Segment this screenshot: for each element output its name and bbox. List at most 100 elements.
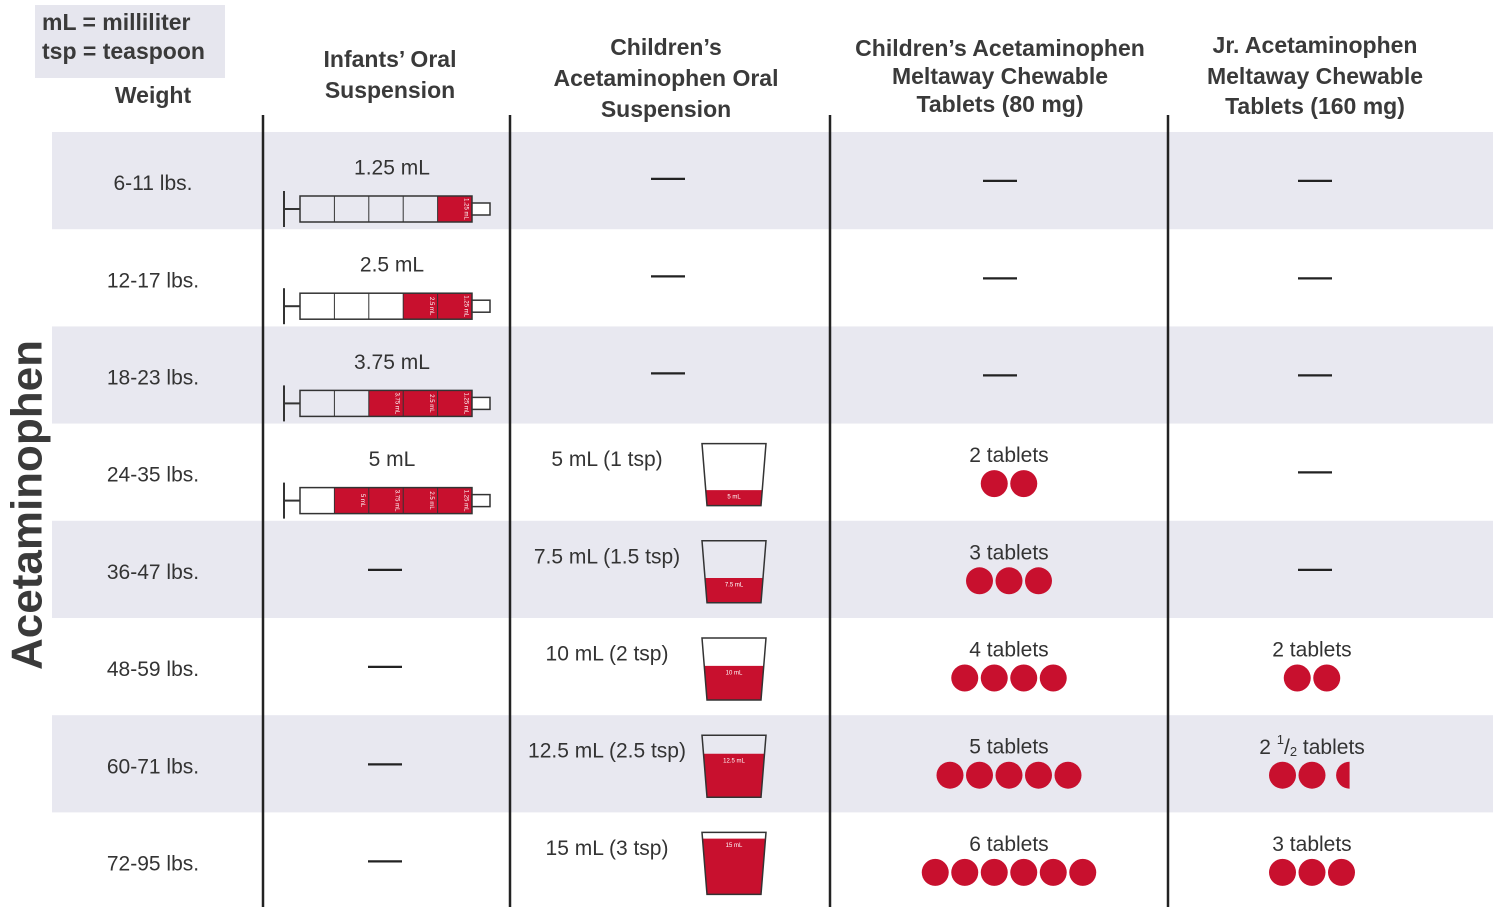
children-dose: 7.5 mL (1.5 tsp) bbox=[534, 545, 680, 568]
row-band bbox=[52, 521, 1493, 618]
dash: — bbox=[651, 255, 685, 293]
weight: 36-47 lbs. bbox=[107, 561, 199, 584]
tablet bbox=[1284, 665, 1311, 692]
children-dose: 15 mL (3 tsp) bbox=[546, 837, 669, 860]
tablet-label: 5 tablets bbox=[969, 736, 1048, 759]
tablet bbox=[966, 762, 993, 789]
infant-dose: 1.25 mL bbox=[354, 157, 430, 180]
syringe-mark: 1.25 mL bbox=[462, 490, 468, 512]
column-header: Suspension bbox=[601, 96, 731, 122]
cup-label: 10 mL bbox=[726, 670, 743, 676]
tablet bbox=[981, 470, 1008, 497]
tablet-label: 2 tablets bbox=[969, 444, 1048, 467]
tablet bbox=[1299, 762, 1326, 789]
side-label: Acetaminophen bbox=[3, 340, 52, 670]
cup-label: 7.5 mL bbox=[725, 583, 744, 589]
tablet bbox=[1313, 665, 1340, 692]
dash: — bbox=[1298, 548, 1332, 586]
tablet bbox=[1010, 859, 1037, 886]
dash: — bbox=[1298, 160, 1332, 198]
tablet-label: 6 tablets bbox=[969, 833, 1048, 856]
tablet bbox=[1025, 762, 1052, 789]
dash: — bbox=[368, 840, 402, 878]
tablet bbox=[1040, 859, 1067, 886]
syringe-mark: 2.5 mL bbox=[428, 394, 434, 413]
tablet bbox=[981, 665, 1008, 692]
weight: 48-59 lbs. bbox=[107, 658, 199, 681]
tablet-label: 3 tablets bbox=[1272, 833, 1351, 856]
tablet bbox=[1328, 859, 1355, 886]
column-header: Weight bbox=[115, 82, 192, 108]
syringe-mark: 2.5 mL bbox=[428, 297, 434, 316]
tablet-label-part: 1 bbox=[1277, 733, 1284, 748]
weight: 12-17 lbs. bbox=[107, 269, 199, 292]
column-header: Infants’ Oral bbox=[324, 46, 457, 72]
tablet bbox=[996, 567, 1023, 594]
legend-item: tsp = teaspoon bbox=[42, 38, 205, 64]
infant-dose: 3.75 mL bbox=[354, 351, 430, 374]
syringe-mark: 2.5 mL bbox=[428, 491, 434, 510]
tablet-label-part: 2 bbox=[1259, 736, 1271, 759]
children-dose: 10 mL (2 tsp) bbox=[546, 643, 669, 666]
tablet bbox=[922, 859, 949, 886]
column-header: Meltaway Chewable bbox=[892, 63, 1108, 89]
dash: — bbox=[983, 354, 1017, 392]
tablet bbox=[1055, 762, 1082, 789]
dash: — bbox=[983, 160, 1017, 198]
tablet bbox=[951, 859, 978, 886]
children-dose: 5 mL (1 tsp) bbox=[551, 448, 662, 471]
weight: 72-95 lbs. bbox=[107, 853, 199, 876]
weight: 24-35 lbs. bbox=[107, 464, 199, 487]
column-header: Acetaminophen Oral bbox=[554, 65, 779, 91]
dash: — bbox=[651, 158, 685, 196]
dash: — bbox=[1298, 257, 1332, 295]
column-header: Tablets (80 mg) bbox=[917, 91, 1084, 117]
syringe-mark: 5 mL bbox=[359, 494, 365, 508]
tablet bbox=[1269, 859, 1296, 886]
dash: — bbox=[1298, 451, 1332, 489]
column-header: Jr. Acetaminophen bbox=[1213, 32, 1418, 58]
tablet bbox=[996, 762, 1023, 789]
tablet bbox=[981, 859, 1008, 886]
tablet bbox=[1069, 859, 1096, 886]
tablet bbox=[966, 567, 993, 594]
syringe-tip bbox=[472, 397, 490, 409]
column-header: Children’s bbox=[610, 34, 722, 60]
tablet bbox=[951, 665, 978, 692]
tablet bbox=[1040, 665, 1067, 692]
dash: — bbox=[368, 646, 402, 684]
tablet-label-part: tablets bbox=[1303, 736, 1365, 759]
syringe-mark: 3.75 mL bbox=[394, 393, 400, 415]
tablet bbox=[1025, 567, 1052, 594]
syringe-mark: 3.75 mL bbox=[394, 490, 400, 512]
dash: — bbox=[368, 743, 402, 781]
syringe-tip bbox=[472, 300, 490, 312]
row-band bbox=[52, 132, 1493, 229]
cup-label: 5 mL bbox=[727, 495, 741, 501]
cup-label: 12.5 mL bbox=[723, 758, 745, 764]
tablet-label: 2 1/2 tablets bbox=[1259, 733, 1365, 760]
tablet-label: 4 tablets bbox=[969, 639, 1048, 662]
tablet bbox=[1010, 470, 1037, 497]
dosing-chart: mL = milliliter tsp = teaspoon Acetamino… bbox=[0, 0, 1493, 907]
dash: — bbox=[1298, 354, 1332, 392]
dash: — bbox=[983, 257, 1017, 295]
tablet bbox=[1010, 665, 1037, 692]
tablet bbox=[1299, 859, 1326, 886]
dash: — bbox=[651, 352, 685, 390]
column-header: Children’s Acetaminophen bbox=[855, 35, 1145, 61]
dash: — bbox=[368, 548, 402, 586]
infant-dose: 2.5 mL bbox=[360, 254, 424, 277]
syringe-mark: 1.25 mL bbox=[462, 198, 468, 220]
syringe-tip bbox=[472, 203, 490, 215]
column-header: Suspension bbox=[325, 77, 455, 103]
tablet bbox=[1269, 762, 1296, 789]
syringe-fill bbox=[369, 390, 472, 416]
weight: 6-11 lbs. bbox=[114, 172, 193, 195]
syringe-tip bbox=[472, 495, 490, 507]
row-band bbox=[52, 326, 1493, 423]
tablet-label: 2 tablets bbox=[1272, 639, 1351, 662]
legend-item: mL = milliliter bbox=[42, 9, 191, 35]
cup-label: 15 mL bbox=[726, 843, 743, 849]
weight: 60-71 lbs. bbox=[107, 755, 199, 778]
